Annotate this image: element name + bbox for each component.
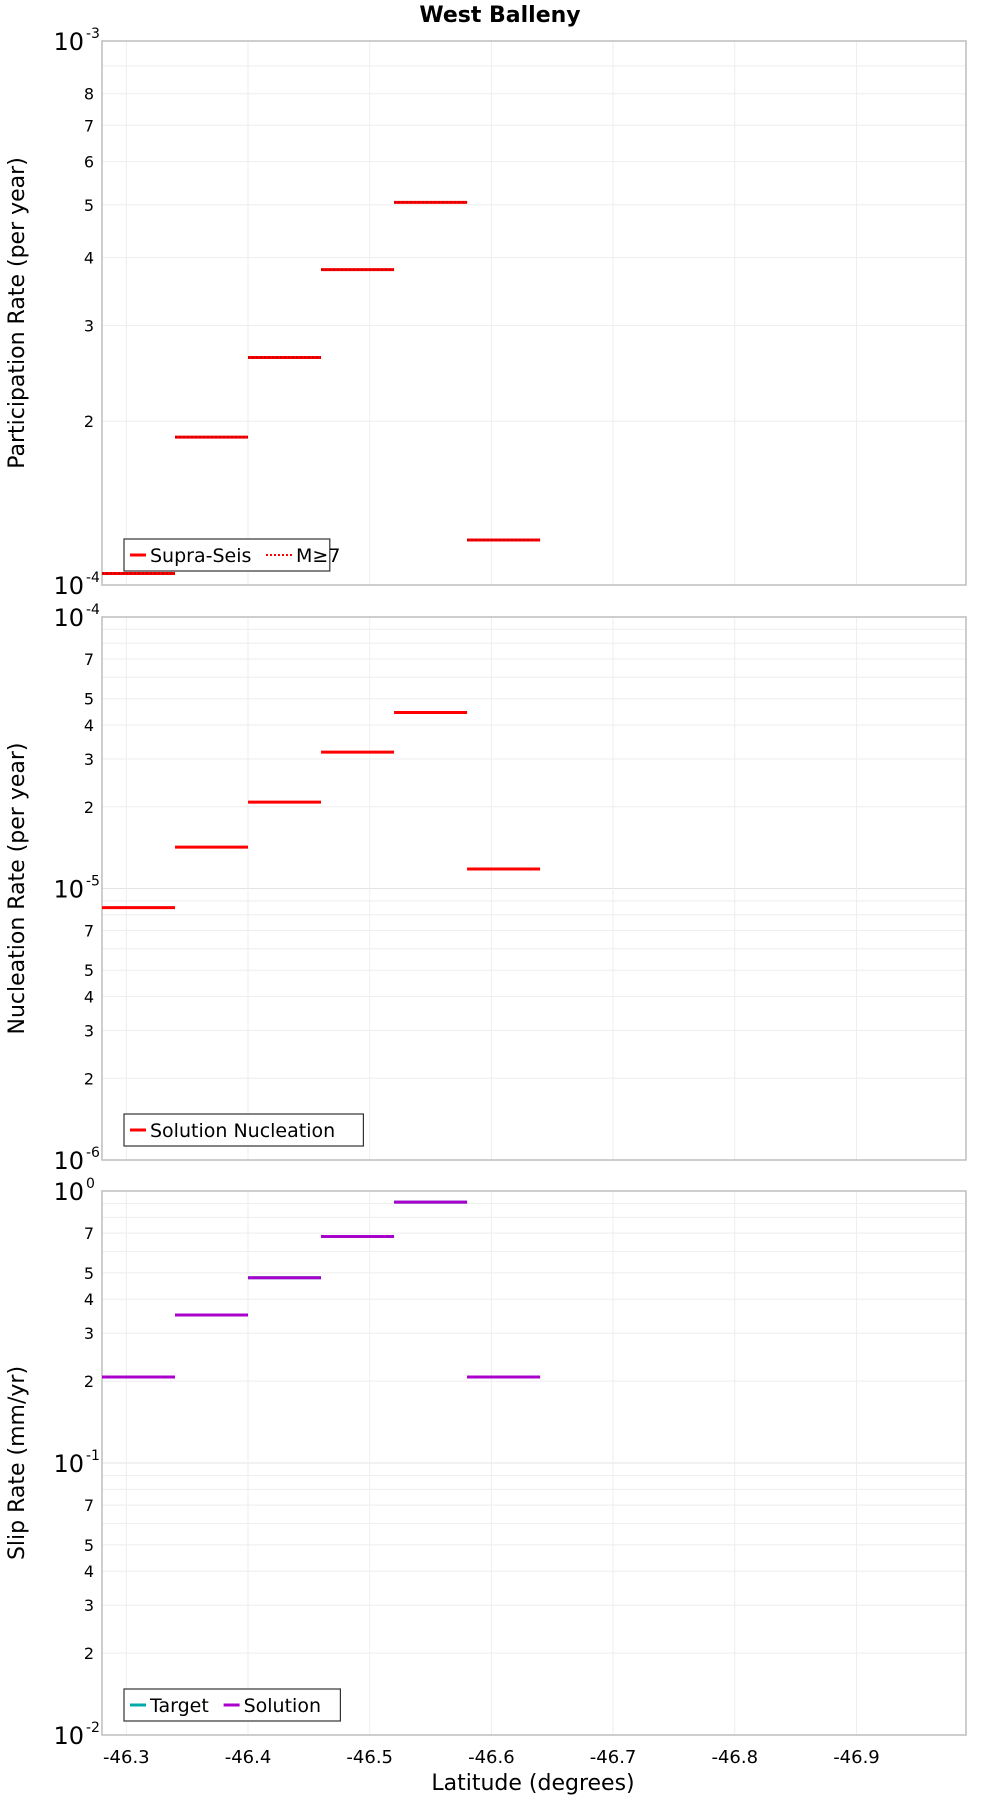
y-tick-exponent: -5 bbox=[86, 874, 100, 890]
legend-entry-label: Solution bbox=[244, 1695, 321, 1717]
y-minor-tick-label: 4 bbox=[84, 988, 94, 1007]
y-minor-tick-label: 3 bbox=[84, 750, 94, 769]
y-minor-tick-label: 4 bbox=[84, 716, 94, 735]
plot-frame bbox=[101, 40, 967, 586]
x-tick-label: -46.3 bbox=[103, 1747, 150, 1768]
y-minor-tick-label: 2 bbox=[84, 1069, 94, 1088]
plot-frame bbox=[101, 1190, 967, 1736]
x-tick-label: -46.5 bbox=[346, 1747, 393, 1768]
y-tick-label: 10 bbox=[53, 28, 84, 56]
y-minor-tick-label: 2 bbox=[84, 1644, 94, 1663]
chart-title: West Balleny bbox=[419, 3, 580, 28]
y-axis-label: Nucleation Rate (per year) bbox=[5, 743, 30, 1035]
y-tick-label: 10 bbox=[53, 572, 84, 600]
y-tick-exponent: -3 bbox=[86, 26, 100, 42]
y-minor-tick-label: 2 bbox=[84, 798, 94, 817]
y-minor-tick-label: 7 bbox=[84, 922, 94, 941]
y-minor-tick-label: 2 bbox=[84, 412, 94, 431]
y-tick-exponent: -4 bbox=[86, 602, 100, 618]
legend-entry-label: M≥7 bbox=[296, 545, 340, 567]
y-tick-exponent: -1 bbox=[86, 1448, 100, 1464]
y-tick-label: 10 bbox=[53, 1450, 84, 1478]
legend-entry-label: Target bbox=[149, 1695, 209, 1717]
y-axis-label: Participation Rate (per year) bbox=[5, 157, 30, 469]
x-tick-label: -46.7 bbox=[590, 1747, 637, 1768]
series-solution-nucleation bbox=[102, 710, 541, 910]
y-tick-exponent: -2 bbox=[86, 1720, 100, 1736]
y-axis-label: Slip Rate (mm/yr) bbox=[5, 1366, 30, 1560]
y-minor-tick-label: 7 bbox=[84, 1224, 94, 1243]
legend-box bbox=[123, 538, 331, 572]
x-axis-label: Latitude (degrees) bbox=[431, 1771, 634, 1796]
y-minor-tick-label: 4 bbox=[84, 1562, 94, 1581]
y-minor-tick-label: 7 bbox=[84, 650, 94, 669]
y-tick-exponent: -6 bbox=[86, 1145, 100, 1161]
y-minor-tick-label: 4 bbox=[84, 248, 94, 267]
y-minor-tick-label: 5 bbox=[84, 196, 94, 215]
y-minor-tick-label: 5 bbox=[84, 1536, 94, 1555]
y-minor-tick-label: 5 bbox=[84, 1264, 94, 1283]
y-minor-tick-label: 5 bbox=[84, 961, 94, 980]
y-tick-exponent: 0 bbox=[86, 1176, 95, 1192]
legend: Solution Nucleation bbox=[123, 1113, 364, 1147]
x-tick-label: -46.4 bbox=[225, 1747, 272, 1768]
x-tick-label: -46.8 bbox=[711, 1747, 758, 1768]
y-tick-label: 10 bbox=[53, 1147, 84, 1175]
legend-entry-label: Supra-Seis bbox=[150, 545, 251, 567]
y-tick-exponent: -4 bbox=[86, 570, 100, 586]
y-tick-label: 10 bbox=[53, 1178, 84, 1206]
y-minor-tick-label: 3 bbox=[84, 1021, 94, 1040]
y-minor-tick-label: 7 bbox=[84, 116, 94, 135]
y-minor-tick-label: 6 bbox=[84, 153, 94, 172]
x-tick-label: -46.9 bbox=[833, 1747, 880, 1768]
y-minor-tick-label: 2 bbox=[84, 1372, 94, 1391]
legend: Supra-Seis M≥7 bbox=[123, 538, 340, 572]
legend-entry-label: Solution Nucleation bbox=[150, 1120, 335, 1142]
y-tick-label: 10 bbox=[53, 876, 84, 904]
y-minor-tick-label: 3 bbox=[84, 1324, 94, 1343]
y-minor-tick-label: 3 bbox=[84, 1596, 94, 1615]
x-tick-label: -46.6 bbox=[468, 1747, 515, 1768]
plot-frame bbox=[101, 616, 967, 1161]
y-tick-label: 10 bbox=[53, 604, 84, 632]
y-minor-tick-label: 3 bbox=[84, 316, 94, 335]
legend-box bbox=[123, 1113, 364, 1147]
y-tick-label: 10 bbox=[53, 1722, 84, 1750]
series-solution bbox=[102, 1200, 541, 1379]
y-minor-tick-label: 4 bbox=[84, 1290, 94, 1309]
y-minor-tick-label: 7 bbox=[84, 1496, 94, 1515]
plot-area bbox=[102, 41, 966, 585]
legend: Target Solution bbox=[123, 1688, 341, 1722]
y-minor-tick-label: 8 bbox=[84, 85, 94, 104]
y-minor-tick-label: 5 bbox=[84, 690, 94, 709]
series-m-7 bbox=[102, 201, 541, 575]
